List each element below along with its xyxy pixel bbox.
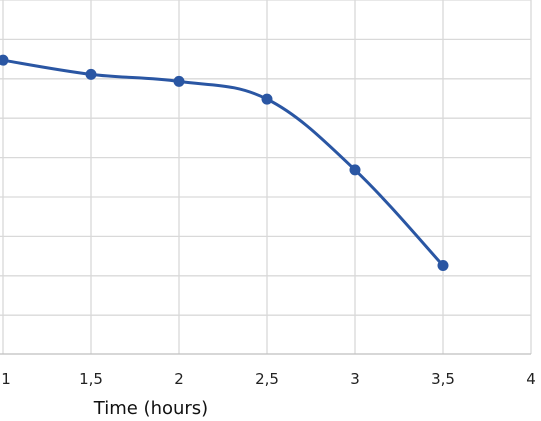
- data-point: [0, 54, 9, 66]
- x-tick-label: 3,5: [431, 370, 455, 388]
- data-point: [173, 75, 185, 87]
- x-tick-label: 2: [174, 370, 184, 388]
- x-axis-title: Time (hours): [93, 398, 208, 419]
- series-line: [1, 58, 445, 267]
- data-point: [349, 164, 361, 176]
- data-point: [85, 68, 97, 80]
- x-tick-labels: 1 1,5 2 2,5 3 3,5 4: [1, 370, 536, 388]
- x-tick-label: 4: [526, 370, 536, 388]
- series-points: [0, 54, 449, 271]
- x-tick-label: 1,5: [79, 370, 103, 388]
- x-tick-label: 3: [350, 370, 360, 388]
- x-tick-label: 2,5: [255, 370, 279, 388]
- vertical-gridlines: [2, 0, 532, 354]
- x-tick-label: 1: [1, 370, 11, 388]
- horizontal-gridlines: [0, 0, 531, 316]
- data-point: [437, 260, 449, 271]
- data-point: [261, 93, 273, 105]
